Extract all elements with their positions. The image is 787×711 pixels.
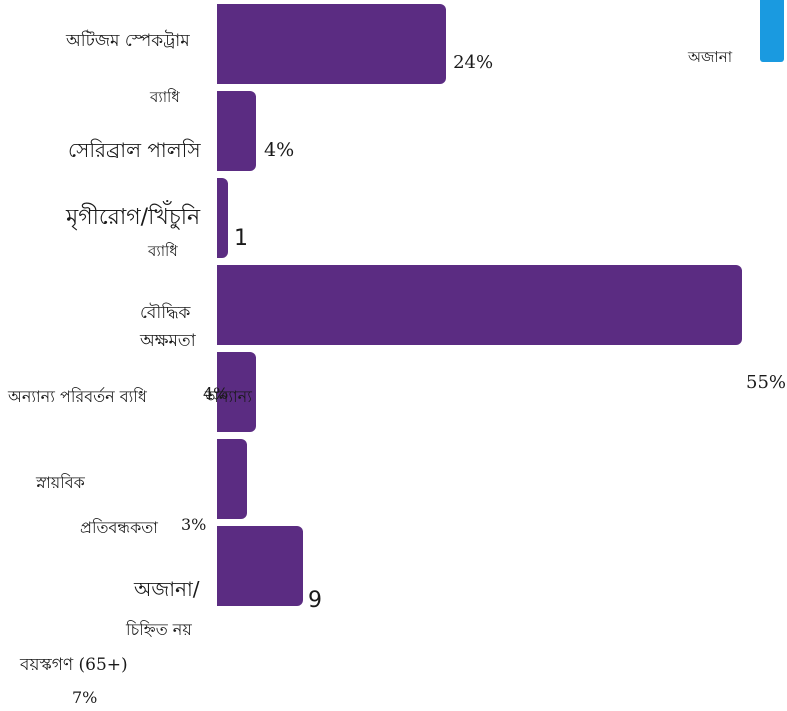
bar xyxy=(217,526,303,606)
bar xyxy=(217,352,256,432)
bar xyxy=(217,91,256,171)
bar xyxy=(217,439,247,519)
data-label: 24% xyxy=(453,52,494,73)
legend-swatch xyxy=(760,0,784,62)
data-label: 55% xyxy=(746,372,787,393)
data-label: 3% xyxy=(181,515,207,534)
category-label: সেরিব্রাল পালসি xyxy=(68,138,201,162)
data-label: 1 xyxy=(234,226,248,251)
category-label: অটিজম স্পেকট্রাম xyxy=(66,31,190,51)
category-label: ব্যাধি xyxy=(150,88,180,106)
bar xyxy=(217,265,742,345)
category-label: অজানা/ xyxy=(134,577,200,601)
data-label: 4% xyxy=(203,384,229,403)
annotation-label: অন্যান্য xyxy=(205,387,252,406)
bar xyxy=(217,178,228,258)
category-label: প্রতিবন্ধকতা xyxy=(80,518,158,537)
category-label: স্নায়বিক xyxy=(36,473,85,492)
category-label: চিহ্নিত নয় xyxy=(126,620,192,639)
data-label: 9 xyxy=(308,588,322,613)
category-label: ব্যাধি xyxy=(148,242,178,260)
legend-label: অজানা xyxy=(688,48,733,66)
category-label: অক্ষমতা xyxy=(140,331,196,351)
category-label: মৃগীরোগ/খিঁচুনি xyxy=(66,205,201,230)
category-label: বৌদ্ধিক xyxy=(140,303,191,323)
category-label: অন্যান্য পরিবর্তন ব্যধি xyxy=(8,387,147,406)
bar xyxy=(217,4,447,84)
data-label: 4% xyxy=(264,139,295,161)
annotation-label: 7% xyxy=(72,688,98,707)
annotation-label: বয়স্কগণ (65+) xyxy=(20,655,128,675)
